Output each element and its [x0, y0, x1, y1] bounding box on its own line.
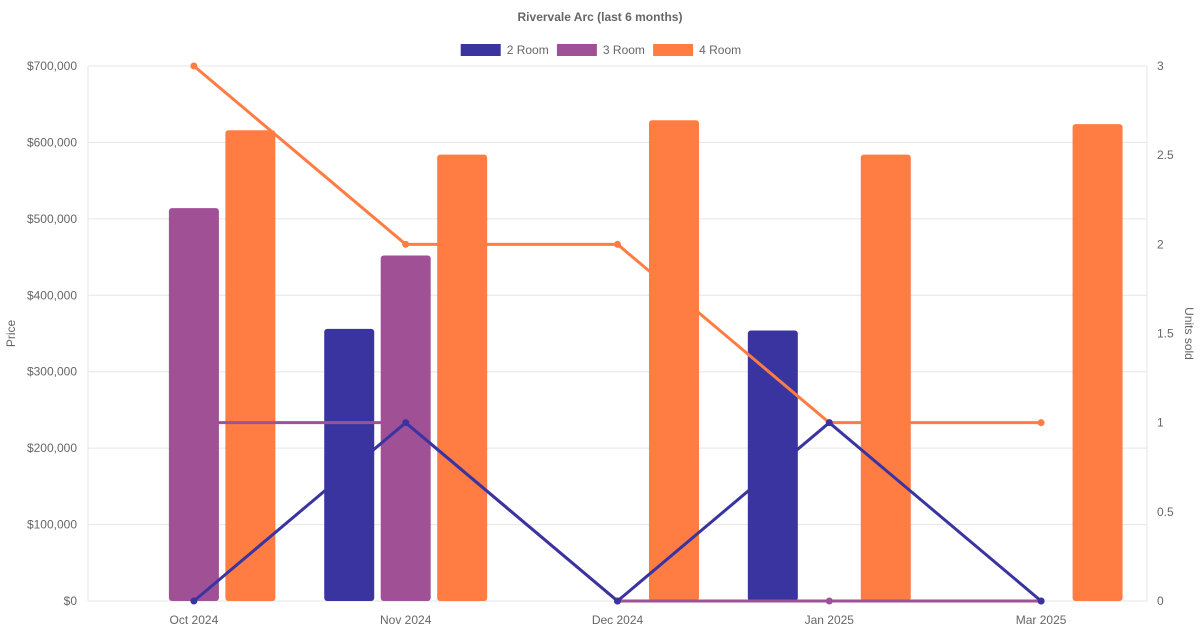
right-tick-label: 1	[1157, 416, 1164, 430]
left-tick-label: $500,000	[27, 212, 77, 226]
point-4-room	[190, 62, 198, 70]
legend-label: 2 Room	[507, 43, 549, 57]
point-2-room	[1037, 597, 1045, 605]
x-axis: Oct 2024 Nov 2024 Dec 2024 Jan 2025 Mar 2025	[170, 613, 1067, 627]
right-tick-label: 0	[1157, 594, 1164, 608]
point-2-room	[614, 597, 621, 605]
left-tick-label: $0	[64, 594, 78, 608]
bar-4-room	[1072, 124, 1123, 601]
bar-3-room	[380, 255, 431, 602]
right-tick-label: 0.5	[1157, 505, 1174, 519]
point-4-room	[1037, 419, 1045, 427]
left-tick-label: $100,000	[27, 518, 77, 532]
point-3-room	[825, 597, 833, 605]
line-3-room	[193, 421, 1042, 603]
bar-3-room	[168, 208, 219, 601]
x-tick-label: Oct 2024	[170, 613, 219, 627]
chart-title: Rivervale Arc (last 6 months)	[518, 10, 683, 24]
x-tick-label: Mar 2025	[1016, 613, 1067, 627]
right-tick-label: 2.5	[1157, 148, 1174, 162]
point-3-room	[190, 419, 198, 427]
line-2-room	[192, 421, 1043, 603]
point-4-room	[402, 240, 410, 248]
right-y-axis: 0 0.5 1 1.5 2 2.5 3	[1157, 59, 1174, 608]
bar-4-room	[648, 120, 699, 601]
left-tick-label: $700,000	[27, 59, 77, 73]
bar-4-room	[860, 154, 911, 601]
left-tick-label: $200,000	[27, 441, 77, 455]
x-tick-label: Dec 2024	[592, 613, 644, 627]
left-tick-label: $600,000	[27, 135, 77, 149]
point-4-room	[614, 240, 621, 248]
bar-4-room	[437, 154, 488, 601]
price-bars	[168, 120, 1123, 602]
point-2-room	[825, 419, 833, 427]
left-y-axis: $0 $100,000 $200,000 $300,000 $400,000 $500,0…	[27, 59, 77, 608]
units-lines	[190, 62, 1045, 605]
legend-label: 4 Room	[699, 43, 741, 57]
right-tick-label: 2	[1157, 237, 1164, 251]
left-tick-label: $300,000	[27, 365, 77, 379]
left-tick-label: $400,000	[27, 288, 77, 302]
bar-4-room	[225, 130, 276, 601]
left-axis-title: Price	[4, 320, 18, 348]
bar-2-room	[747, 330, 798, 601]
x-tick-label: Jan 2025	[805, 613, 855, 627]
x-tick-label: Nov 2024	[380, 613, 432, 627]
legend-swatch	[460, 44, 501, 56]
legend-label: 3 Room	[603, 43, 645, 57]
right-tick-label: 1.5	[1157, 327, 1174, 341]
legend-swatch	[556, 44, 597, 56]
right-tick-label: 3	[1157, 59, 1164, 73]
right-axis-title: Units sold	[1182, 307, 1196, 360]
point-2-room	[190, 597, 198, 605]
legend-swatch	[653, 44, 694, 56]
point-2-room	[402, 419, 410, 427]
legend: 2 Room 3 Room 4 Room	[460, 43, 741, 57]
bar-2-room	[324, 328, 375, 601]
